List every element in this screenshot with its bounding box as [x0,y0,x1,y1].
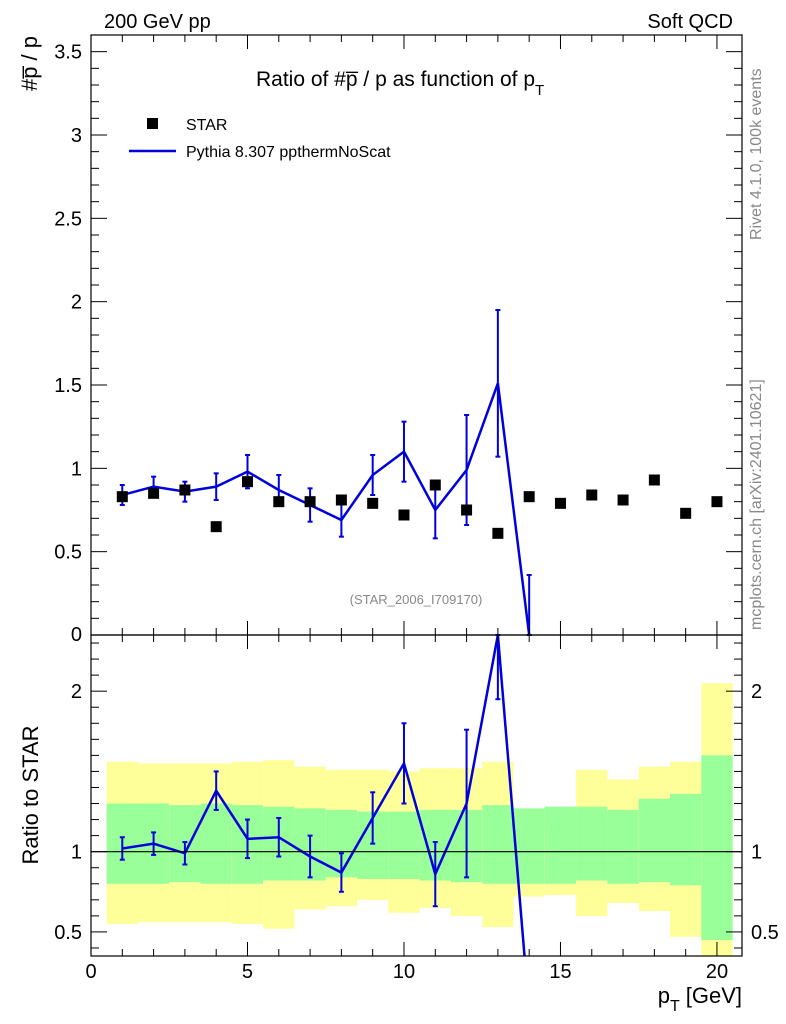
lower-ytick-label-right: 2 [751,681,762,703]
star-data-point [179,484,191,496]
inner-band-bin [638,798,671,883]
lower-ytick-label-left: 2 [71,681,82,703]
inner-band-bin [576,806,608,881]
star-data-point [116,491,128,503]
star-data-point [523,491,535,503]
upper-ytick-label: 3 [71,125,82,147]
upper-ylabel: #p̅ / p [17,36,42,91]
lower-panel: 0.5 0.51 12 20 5 10 15 20 Ratio to STAR pT [GeV] [18,634,779,1015]
star-data-point [210,521,222,533]
header-left: 200 GeV pp [104,11,211,33]
upper-ytick-label: 3.5 [54,42,82,64]
upper-panel: 0.5 1 1.5 2 2.5 3 3.5 0 Ratio of #p̅ / p as fun… [17,34,743,646]
lower-ytick-label-left: 1 [71,842,82,864]
title-subscript: T [535,82,544,99]
star-data-point [648,474,660,486]
inner-band-bin [670,793,702,886]
x-tick-label: 15 [549,961,571,983]
star-data-point [273,496,285,508]
chart-title: Ratio of #p̅ / p as function of pT [256,68,544,99]
inner-band-bin [701,755,733,940]
x-tick-label: 5 [242,961,253,983]
star-data-point [429,479,441,491]
inner-band-bin [607,809,639,884]
upper-ytick-label: 1 [71,458,82,480]
lower-frame [90,634,743,957]
star-data-point [335,494,347,506]
star-data-point [304,496,316,508]
legend-pythia-label: Pythia 8.307 ppthermNoScat [186,144,391,161]
lower-ytick-label-right: 0.5 [751,922,779,944]
inner-band-bin [544,806,577,884]
star-data-point [461,504,473,516]
lower-ylabel: Ratio to STAR [18,726,43,865]
upper-data-layer [116,309,723,636]
x-tick-label: 10 [393,961,415,983]
lower-ytick-label-right: 1 [751,842,762,864]
inner-band-bin [200,803,232,884]
x-tick-label: 0 [85,961,96,983]
ratio-line [122,634,526,957]
inner-band-bin [513,808,545,884]
x-axis-title: pT [GeV] [658,983,742,1015]
header-right: Soft QCD [647,11,733,33]
rivet-label: Rivet 4.1.0, 100k events [748,68,765,240]
lower-data-layer [119,634,526,957]
lower-axis: 0.5 0.51 12 20 5 10 15 20 [54,635,779,983]
x-tick-label: 20 [706,961,728,983]
upper-ytick-label: 0.5 [54,542,82,564]
star-data-point [241,476,253,488]
star-data-point [148,487,160,499]
star-data-point [711,496,723,508]
upper-axis: 0.5 1 1.5 2 2.5 3 3.5 0 [54,35,742,646]
upper-ytick-label-zero: 0 [71,624,82,646]
star-data-point [367,497,379,509]
upper-ytick-label: 2.5 [54,208,82,230]
star-data-point [398,509,410,521]
star-data-point [554,497,566,509]
star-data-point [492,527,504,539]
upper-ytick-label: 1.5 [54,375,82,397]
mcplots-label: mcplots.cern.ch [arXiv:2401.10621] [748,379,765,630]
inner-band-bin [388,811,420,879]
analysis-id: (STAR_2006_I709170) [350,592,483,607]
legend-star-label: STAR [186,117,227,134]
legend-star-marker [147,118,158,129]
x-axis-unit: [GeV] [686,983,742,1008]
x-axis-subscript: T [670,998,680,1015]
inner-band-bin [482,805,514,884]
upper-ytick-label: 2 [71,292,82,314]
lower-ytick-label-left: 0.5 [54,922,82,944]
star-data-point [617,494,629,506]
star-data-point [680,507,692,519]
star-data-point [586,489,598,501]
